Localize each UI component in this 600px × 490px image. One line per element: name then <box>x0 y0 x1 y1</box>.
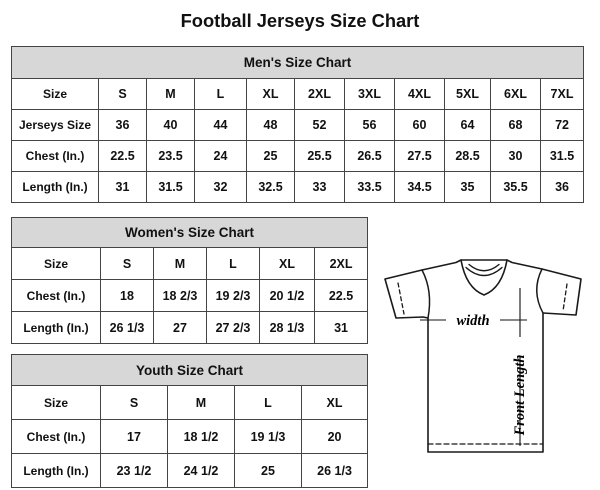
svg-text:width: width <box>456 313 489 329</box>
svg-text:Front Length: Front Length <box>512 355 528 437</box>
